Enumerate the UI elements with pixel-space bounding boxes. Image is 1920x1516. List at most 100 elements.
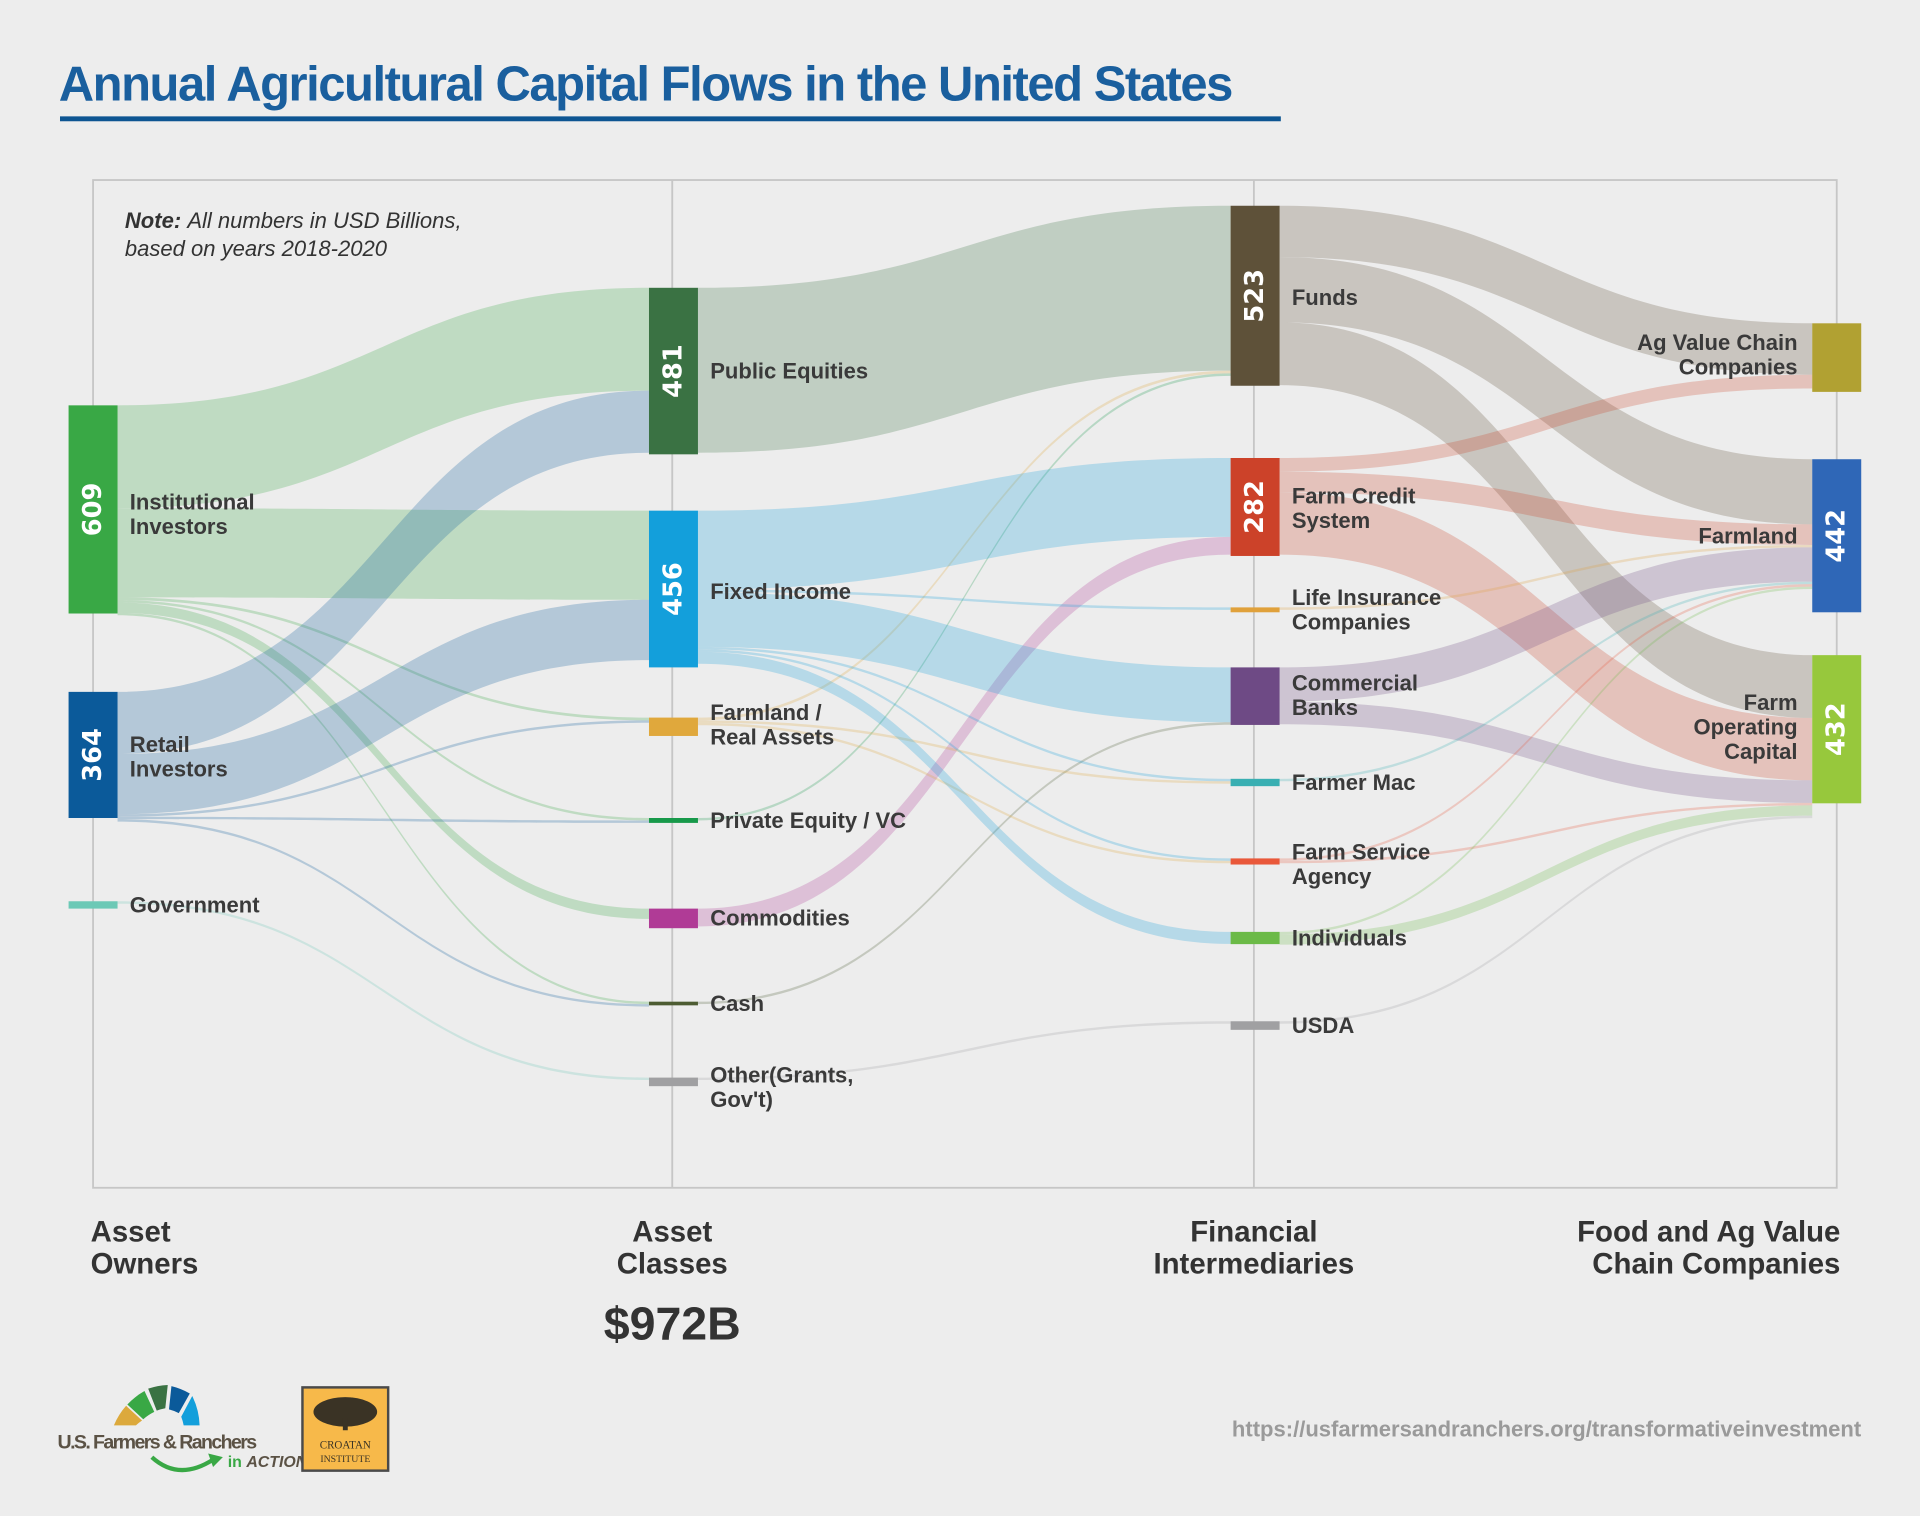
column-header-3: Food and Ag Value Chain Companies — [1577, 1216, 1840, 1281]
link-indiv-to-farmland — [1279, 586, 1813, 935]
link-inst-to-cash — [117, 612, 649, 1005]
node-value-fcs: 282 — [1240, 480, 1270, 534]
node-label-comm: Commodities — [710, 906, 850, 931]
link-fmac-to-farmland — [1279, 581, 1813, 782]
node-fmac — [1230, 778, 1280, 787]
sankey-links — [117, 205, 1813, 1081]
link-fcs-to-farmland — [1279, 471, 1813, 545]
link-fixed-to-fcs — [697, 458, 1231, 590]
node-label-other: Other(Grants, Gov't) — [710, 1062, 853, 1111]
link-farmre-to-fsa — [697, 722, 1231, 864]
node-label-inst: Institutional Investors — [130, 489, 255, 538]
link-fixed-to-fsa — [697, 649, 1231, 861]
node-value-fixed: 456 — [658, 562, 688, 616]
node-cb — [1230, 667, 1280, 725]
link-retail-to-fixed — [117, 599, 649, 815]
node-label-pevc: Private Equity / VC — [710, 808, 906, 833]
node-pubeq — [648, 287, 698, 455]
link-usda-to-foc — [1279, 815, 1813, 1024]
node-value-retail: 364 — [78, 728, 108, 782]
node-other — [648, 1077, 698, 1087]
link-cb-to-foc — [1279, 701, 1813, 803]
link-gov-to-other — [117, 901, 649, 1081]
note-line1: All numbers in USD Billions, — [185, 208, 461, 233]
link-life-to-farmland — [1279, 544, 1813, 610]
link-fsa-to-foc — [1279, 802, 1813, 864]
link-funds-to-agvc — [1279, 205, 1813, 375]
node-label-farmland: Farmland — [1698, 524, 1797, 549]
node-foc — [1812, 655, 1862, 804]
link-inst-to-pevc — [117, 600, 649, 821]
node-farmland — [1812, 459, 1862, 613]
link-retail-to-pubeq — [117, 390, 649, 754]
node-value-inst: 609 — [78, 483, 108, 537]
link-retail-to-pevc — [117, 816, 649, 823]
link-cb-to-farmland — [1279, 547, 1813, 702]
link-inst-to-comm — [117, 602, 649, 919]
node-value-foc: 432 — [1822, 702, 1852, 756]
node-label-funds: Funds — [1292, 285, 1358, 310]
node-label-fcs: Farm Credit System — [1292, 483, 1416, 532]
link-indiv-to-foc — [1279, 805, 1813, 945]
link-comm-to-fcs — [697, 536, 1231, 927]
link-cash-to-cb — [697, 722, 1231, 1005]
node-label-pubeq: Public Equities — [710, 358, 868, 383]
link-retail-to-farmre — [117, 720, 649, 817]
node-value-pubeq: 481 — [658, 344, 688, 398]
total-value: $972B — [604, 1298, 741, 1350]
node-label-usda: USDA — [1292, 1013, 1355, 1038]
link-fcs-to-foc — [1279, 492, 1813, 781]
node-value-funds: 523 — [1240, 269, 1270, 323]
link-inst-to-pubeq — [117, 287, 649, 509]
link-pevc-to-funds — [697, 373, 1231, 821]
link-funds-to-farmland — [1279, 257, 1813, 525]
link-inst-to-farmre — [117, 597, 649, 721]
node-agvc — [1812, 323, 1862, 392]
node-label-retail: Retail Investors — [130, 732, 228, 781]
note-bold: Note: — [125, 208, 181, 233]
link-funds-to-foc — [1279, 322, 1813, 718]
link-fsa-to-farmland — [1279, 584, 1813, 861]
page-title: Annual Agricultural Capital Flows in the… — [59, 57, 1232, 111]
link-retail-to-cash — [117, 819, 649, 1007]
node-label-fsa: Farm Service Agency — [1292, 840, 1430, 889]
source-url[interactable]: https://usfarmersandranchers.org/transfo… — [1232, 1416, 1862, 1441]
node-label-farmre: Farmland / Real Assets — [710, 700, 834, 749]
node-cash — [648, 1001, 698, 1006]
sankey-nodes — [68, 205, 1862, 1087]
note: Note: All numbers in USD Billions, based… — [125, 208, 462, 261]
svg-text:in ACTION: in ACTION — [228, 1454, 308, 1471]
node-funds — [1230, 205, 1280, 386]
link-inst-to-fixed — [117, 508, 649, 600]
node-fixed — [648, 510, 698, 668]
node-label-life: Life Insurance Companies — [1292, 585, 1441, 634]
node-life — [1230, 607, 1280, 613]
node-retail — [68, 691, 118, 818]
title-underline — [60, 116, 1281, 122]
node-usda — [1230, 1021, 1280, 1030]
link-fcs-to-agvc — [1279, 374, 1813, 472]
note-line2: based on years 2018-2020 — [125, 236, 388, 261]
svg-text:U.S. Farmers & Ranchers: U.S. Farmers & Ranchers — [58, 1432, 258, 1454]
node-label-gov: Government — [130, 892, 260, 917]
link-fixed-to-cb — [697, 591, 1231, 723]
column-header-2: Financial Intermediaries — [1153, 1216, 1354, 1281]
link-fixed-to-fmac — [697, 646, 1231, 782]
link-pubeq-to-funds — [697, 205, 1231, 453]
node-fsa — [1230, 858, 1280, 865]
sankey-labels: 609 Institutional Investors 364 Retail Invest… — [78, 269, 1852, 1112]
node-indiv — [1230, 931, 1280, 945]
svg-text:CROATAN: CROATAN — [320, 1440, 371, 1452]
link-other-to-usda — [697, 1021, 1231, 1081]
link-fixed-to-indiv — [697, 651, 1231, 944]
link-fixed-to-life — [697, 589, 1231, 610]
node-value-farmland: 442 — [1822, 509, 1852, 563]
svg-text:INSTITUTE: INSTITUTE — [320, 1454, 370, 1465]
svg-text:Note: All numbers in USD Billi: Note: All numbers in USD Billions, — [125, 208, 462, 233]
node-comm — [648, 908, 698, 929]
column-header-0: Asset Owners — [91, 1216, 199, 1281]
link-farmre-to-funds — [697, 370, 1231, 721]
usfra-logo: U.S. Farmers & Ranchers in ACTION — [58, 1384, 308, 1473]
node-farmre — [648, 717, 698, 736]
